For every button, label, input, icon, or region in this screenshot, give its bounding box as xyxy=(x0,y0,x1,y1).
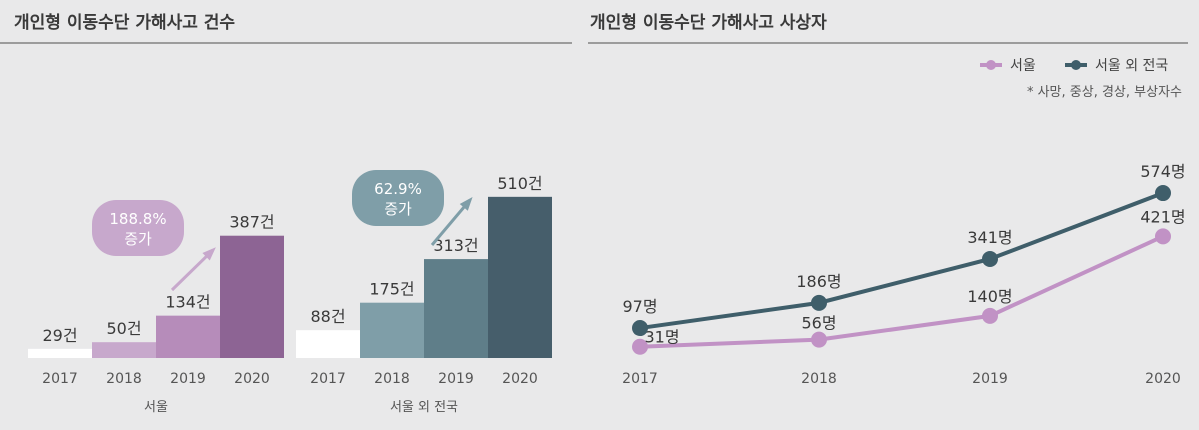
data-point xyxy=(811,331,827,348)
legend-marker xyxy=(986,60,996,70)
series-line xyxy=(639,234,1164,349)
data-label: 341명 xyxy=(967,228,1012,247)
growth-text: 증가 xyxy=(384,200,412,218)
data-label: 31명 xyxy=(644,328,679,347)
x-tick-label: 2017 xyxy=(42,371,78,387)
arrow-icon xyxy=(430,199,472,246)
arrowhead-icon xyxy=(459,196,473,211)
bar xyxy=(28,348,92,358)
data-label: 140명 xyxy=(967,287,1012,306)
data-label: 186명 xyxy=(796,272,841,291)
left-chart-title: 개인형 이동수단 가해사고 건수 xyxy=(14,13,236,33)
x-tick-label: 2019 xyxy=(438,371,474,387)
x-tick-label: 2017 xyxy=(622,371,658,387)
data-label: 97명 xyxy=(622,297,657,316)
bar-label: 88건 xyxy=(310,307,345,326)
data-point xyxy=(982,250,998,267)
data-point xyxy=(811,294,827,311)
bar-label: 510건 xyxy=(497,174,542,193)
x-tick-label: 2019 xyxy=(170,371,206,387)
group-label: 서울 xyxy=(144,400,168,415)
x-tick-label: 2018 xyxy=(374,371,410,387)
data-label: 56명 xyxy=(801,314,836,333)
data-point xyxy=(1155,185,1171,202)
x-tick-label: 2018 xyxy=(106,371,142,387)
x-tick-label: 2020 xyxy=(234,371,270,387)
growth-percent: 188.8% xyxy=(109,210,166,228)
data-point xyxy=(632,320,648,337)
growth-badge xyxy=(92,200,184,256)
data-point xyxy=(632,338,648,355)
bar-label: 50건 xyxy=(106,319,141,338)
x-tick-label: 2018 xyxy=(801,371,837,387)
x-tick-label: 2017 xyxy=(310,371,346,387)
bar xyxy=(92,342,156,358)
group-label: 서울 외 전국 xyxy=(390,400,458,415)
bar xyxy=(220,235,284,358)
x-tick-label: 2020 xyxy=(1145,371,1181,387)
x-tick-label: 2020 xyxy=(502,371,538,387)
bar-label: 175건 xyxy=(369,280,414,299)
data-point xyxy=(1155,228,1171,245)
growth-text: 증가 xyxy=(124,230,152,248)
legend-label: 서울 외 전국 xyxy=(1095,58,1168,74)
legend-label: 서울 xyxy=(1010,58,1036,74)
bar-label: 29건 xyxy=(42,326,77,345)
right-chart-title: 개인형 이동수단 가해사고 사상자 xyxy=(590,13,827,33)
x-tick-label: 2019 xyxy=(972,371,1008,387)
data-label: 574명 xyxy=(1140,162,1185,181)
growth-badge xyxy=(352,170,444,226)
right-title-rule xyxy=(588,42,1188,44)
bar xyxy=(424,259,488,358)
bar xyxy=(296,330,360,358)
bar xyxy=(360,302,424,358)
growth-percent: 62.9% xyxy=(374,180,422,198)
bar xyxy=(488,196,552,358)
chart-note: * 사망, 중상, 경상, 부상자수 xyxy=(1027,85,1182,100)
legend-marker xyxy=(1071,60,1081,70)
bar-label: 313건 xyxy=(433,236,478,255)
series-line xyxy=(639,191,1164,331)
bar-label: 387건 xyxy=(229,213,274,232)
bar-label: 134건 xyxy=(165,293,210,312)
left-title-rule xyxy=(0,42,572,44)
arrowhead-icon xyxy=(202,247,216,261)
bar xyxy=(156,315,220,358)
data-point xyxy=(982,307,998,324)
data-label: 421명 xyxy=(1140,207,1185,226)
